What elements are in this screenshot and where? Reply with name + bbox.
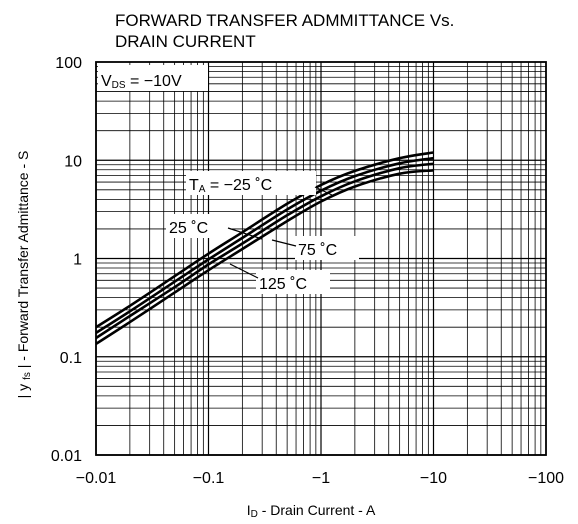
y-tick-label: 1 <box>73 252 82 269</box>
x-tick-label: −0.1 <box>193 470 225 487</box>
curve-label-2: 25 ˚C <box>166 214 230 238</box>
curve-label-2-bg <box>166 214 230 238</box>
series-line-2 <box>95 156 434 334</box>
x-tick-label: −0.01 <box>76 470 117 487</box>
curve-label-leader-2 <box>227 227 263 240</box>
y-tick-labels: 0.01 0.1 1 10 100 <box>51 55 82 465</box>
plot-frame <box>95 61 547 456</box>
series-line-4 <box>95 169 434 345</box>
series-lines <box>95 151 434 345</box>
curve-label-4-text: 125 ˚C <box>259 276 307 293</box>
chart-title: FORWARD TRANSFER ADMMITTANCE Vs. DRAIN C… <box>115 11 454 51</box>
chart-title-line2: DRAIN CURRENT <box>115 32 256 51</box>
curve-label-3: 75 ˚C <box>295 236 359 260</box>
condition-label-bg <box>98 65 208 91</box>
y-axis-label-text: | y fs | - Forward Transfer Admittance -… <box>15 151 33 399</box>
series-line-1 <box>95 151 434 329</box>
curve-label-leader-1 <box>314 186 333 196</box>
x-tick-label: −1 <box>312 470 330 487</box>
y-tick-label: 0.1 <box>60 350 82 367</box>
x-tick-labels: −0.01 −0.1 −1 −10 −100 <box>76 470 564 487</box>
annotations: VDS = −10V TA = −25 ˚C 25 ˚C 75 ˚C 125 ˚C <box>98 65 359 294</box>
curve-label-4: 125 ˚C <box>256 270 330 294</box>
y-tick-label: 10 <box>64 153 82 170</box>
grid <box>95 62 546 456</box>
curve-label-leader-3 <box>271 239 297 247</box>
curve-label-3-text: 75 ˚C <box>298 242 337 259</box>
x-axis-label: ID - Drain Current - A <box>247 502 376 520</box>
curve-label-1-text: TA = −25 ˚C <box>189 177 272 195</box>
series-line-3 <box>95 162 434 340</box>
x-tick-label: −10 <box>420 470 447 487</box>
y-tick-label: 100 <box>55 55 82 72</box>
condition-label-text: VDS = −10V <box>101 73 182 91</box>
y-tick-label: 0.01 <box>51 448 82 465</box>
curve-label-1-bg <box>186 171 316 195</box>
x-tick-label: −100 <box>528 470 564 487</box>
curve-label-3-bg <box>295 236 359 260</box>
y-axis-label: | y fs | - Forward Transfer Admittance -… <box>15 151 33 399</box>
curve-label-1: TA = −25 ˚C <box>186 171 316 195</box>
chart-title-line1: FORWARD TRANSFER ADMMITTANCE Vs. <box>115 11 454 30</box>
curve-label-4-bg <box>256 270 330 294</box>
curve-label-2-text: 25 ˚C <box>169 220 208 237</box>
curve-label-leader-4 <box>229 263 259 279</box>
condition-label: VDS = −10V <box>98 65 208 91</box>
